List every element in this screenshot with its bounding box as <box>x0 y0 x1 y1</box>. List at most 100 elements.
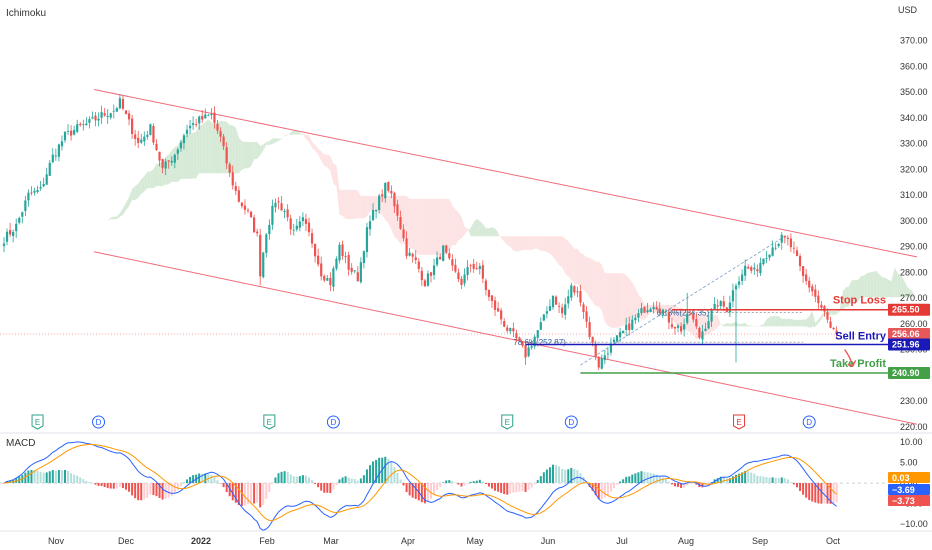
macd-histogram-bar <box>710 482 713 484</box>
candle-body <box>643 306 646 313</box>
cloud-segment <box>757 325 761 327</box>
macd-histogram-bar <box>524 483 527 492</box>
candle-body <box>615 335 619 342</box>
candle-body <box>591 336 594 343</box>
cloud-segment <box>537 236 541 252</box>
cloud-segment <box>482 223 486 237</box>
candle-body <box>646 310 649 313</box>
macd-histogram-bar <box>231 483 234 501</box>
macd-histogram-bar <box>609 483 612 492</box>
price-tick-label: 310.00 <box>900 190 928 200</box>
cloud-segment <box>129 188 133 207</box>
take-profit-price-tag-bg <box>888 367 930 380</box>
cloud-segment <box>748 325 752 327</box>
candle-body <box>414 257 417 261</box>
candle-body <box>185 129 189 134</box>
cloud-segment <box>382 195 386 220</box>
cloud-segment <box>879 274 883 298</box>
candle-body <box>33 190 36 193</box>
cloud-segment <box>815 319 819 327</box>
macd-histogram-bar <box>796 483 798 488</box>
fib-trend-line <box>580 235 786 366</box>
candle-body <box>134 134 137 139</box>
cloud-segment <box>220 121 224 174</box>
currency-label: USD <box>898 5 918 15</box>
macd-histogram-bar <box>735 474 737 484</box>
cloud-segment <box>492 227 496 237</box>
macd-histogram-bar <box>817 483 820 504</box>
candle-body <box>228 164 231 173</box>
candle-body <box>365 227 369 253</box>
ichimoku-cloud <box>83 119 916 340</box>
candle-body <box>820 304 823 308</box>
candle-body <box>149 124 152 135</box>
candle-body <box>408 252 411 256</box>
cloud-segment <box>312 141 316 151</box>
fibonacci: 78.6%(252.87) 61.8%(264.35) <box>513 235 804 366</box>
cloud-segment <box>440 198 444 255</box>
candle-body <box>811 286 814 292</box>
time-tick-label: Apr <box>401 536 415 546</box>
candle-body <box>179 142 182 149</box>
candle-body <box>750 267 753 271</box>
cloud-segment <box>464 226 468 235</box>
bearish-arrow <box>844 349 854 367</box>
macd-histogram-bar <box>780 477 783 484</box>
macd-histogram-bar <box>811 483 814 502</box>
macd-histogram-bar <box>738 473 741 484</box>
cloud-segment <box>141 176 145 194</box>
macd-histogram-bar <box>304 475 307 484</box>
macd-histogram-bar <box>277 473 280 484</box>
macd-histogram-bar <box>39 471 42 484</box>
macd-histogram-bar <box>536 480 539 484</box>
candle-body <box>436 257 439 265</box>
candle-body <box>558 305 561 307</box>
fib-786-label: 78.6%(252.87) <box>513 338 566 347</box>
candle-body <box>780 234 783 243</box>
candle-body <box>384 182 387 199</box>
macd-histogram-bar <box>405 483 408 493</box>
macd-histogram-bar <box>308 477 310 484</box>
candle-body <box>524 345 527 358</box>
candle-body <box>570 285 573 298</box>
candle-body <box>475 268 478 270</box>
cloud-segment <box>891 267 895 298</box>
candle-body <box>231 172 234 186</box>
macd-histogram-bar <box>722 477 725 484</box>
cloud-segment <box>302 134 306 140</box>
candle-body <box>307 222 311 233</box>
macd-histogram-bar <box>134 483 137 499</box>
cloud-segment <box>717 315 721 327</box>
macd-histogram-bar <box>744 470 747 484</box>
macd-histogram-bar <box>335 483 338 486</box>
cloud-segment <box>251 141 255 167</box>
candle-body <box>710 310 713 322</box>
candle-body <box>259 234 262 277</box>
cloud-segment <box>614 273 618 328</box>
macd-histogram-bar <box>106 483 109 489</box>
candle-body <box>39 186 42 189</box>
candle-body <box>457 272 460 280</box>
macd-histogram-bar <box>3 483 5 484</box>
sell-entry-price-tag: 251.96 <box>892 340 920 350</box>
candle-body <box>478 266 481 270</box>
cloud-segment <box>363 195 367 219</box>
cloud-segment <box>211 122 215 174</box>
macd-histogram-bar <box>121 483 124 489</box>
candle-body <box>314 243 317 257</box>
candle-body <box>771 247 774 256</box>
candle-body <box>670 324 674 328</box>
macd-histogram-bar <box>448 480 451 484</box>
candle-body <box>271 205 274 225</box>
macd-histogram-bar <box>704 483 707 487</box>
candle-body <box>432 265 436 275</box>
cloud-segment <box>885 277 889 298</box>
cloud-segment <box>354 189 358 219</box>
macd-histogram-bar <box>640 471 643 484</box>
macd-histogram-bar <box>103 483 106 488</box>
candle-body <box>201 116 204 120</box>
macd-histogram-bar <box>314 483 317 484</box>
macd-histogram-bar <box>344 476 347 484</box>
